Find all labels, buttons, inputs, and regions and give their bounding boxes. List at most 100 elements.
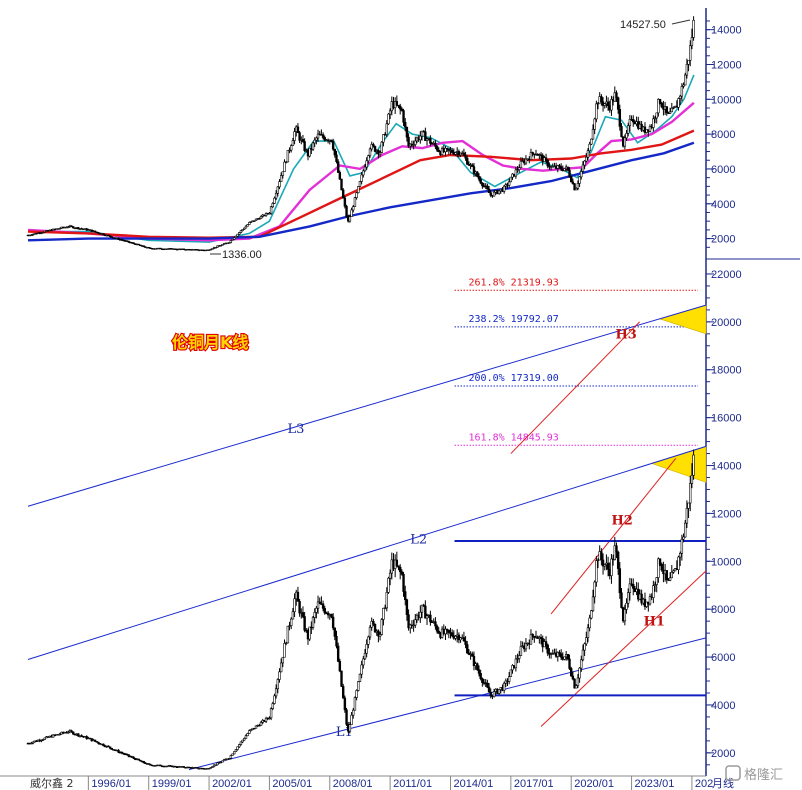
candle-body bbox=[273, 197, 276, 204]
candle-body bbox=[625, 133, 628, 139]
candle-body bbox=[616, 97, 620, 110]
candle-body bbox=[623, 609, 627, 622]
candle-body bbox=[246, 224, 249, 227]
candle-body bbox=[566, 654, 570, 660]
lower-y-tick-label: 22000 bbox=[711, 269, 742, 281]
candle-body bbox=[419, 611, 422, 618]
candle-body bbox=[352, 709, 355, 716]
period-label: 月线 bbox=[712, 776, 734, 790]
candle-body bbox=[353, 697, 357, 711]
candle-body bbox=[244, 225, 248, 229]
candle-body bbox=[414, 619, 417, 626]
candle-body bbox=[207, 768, 211, 770]
upper-y-tick-label: 2000 bbox=[711, 234, 735, 246]
candle-body bbox=[596, 102, 600, 105]
candle-body bbox=[632, 119, 635, 123]
candle-body bbox=[288, 625, 291, 627]
candle-body bbox=[544, 641, 548, 646]
candle-body bbox=[102, 233, 105, 236]
candle-body bbox=[580, 659, 583, 669]
candle-body bbox=[615, 92, 618, 99]
candle-body bbox=[248, 730, 251, 734]
candle-body bbox=[321, 134, 325, 138]
candle-body bbox=[336, 645, 340, 662]
candle-body bbox=[660, 563, 663, 571]
red-trend-label: H1 bbox=[644, 615, 665, 630]
candle-body bbox=[330, 613, 333, 618]
candle-body bbox=[571, 675, 575, 680]
candle-body bbox=[684, 522, 687, 538]
candle-body bbox=[546, 644, 549, 654]
candle-body bbox=[404, 121, 407, 128]
candle-body bbox=[516, 658, 519, 660]
candle-body bbox=[462, 637, 466, 642]
candle-body bbox=[293, 131, 296, 141]
candle-body bbox=[435, 625, 439, 632]
candle-body bbox=[117, 237, 120, 240]
candle-body bbox=[276, 679, 280, 690]
candle-body bbox=[370, 144, 373, 150]
channel-line bbox=[27, 304, 707, 507]
candle-body bbox=[239, 230, 243, 233]
candle-body bbox=[628, 583, 632, 593]
candle-body bbox=[311, 142, 315, 150]
candle-body bbox=[645, 601, 648, 607]
candle-body bbox=[481, 678, 484, 683]
candle-body bbox=[58, 228, 62, 230]
candle-body bbox=[31, 741, 35, 744]
candle-body bbox=[291, 140, 295, 146]
candle-body bbox=[459, 637, 462, 641]
candle-body bbox=[350, 209, 353, 217]
candle-body bbox=[271, 203, 274, 208]
lower-y-tick-label: 4000 bbox=[711, 700, 735, 712]
candle-body bbox=[284, 161, 288, 164]
candle-body bbox=[424, 605, 427, 619]
candle-body bbox=[278, 671, 281, 680]
candle-body bbox=[72, 731, 75, 735]
upper-y-tick-label: 4000 bbox=[711, 199, 735, 211]
candle-body bbox=[450, 632, 454, 637]
candle-body bbox=[214, 246, 217, 249]
candle-body bbox=[254, 725, 258, 729]
candle-body bbox=[358, 673, 362, 682]
candle-body bbox=[395, 559, 399, 567]
candle-body bbox=[509, 176, 513, 183]
candle-body bbox=[107, 745, 110, 748]
channel-line bbox=[188, 637, 707, 771]
candle-body bbox=[690, 37, 694, 47]
candle-body bbox=[348, 724, 352, 732]
lower-y-axis: 2000 4000 6000 8000 10000 12000 14000 16000 1800… bbox=[706, 269, 742, 766]
candle-body bbox=[563, 656, 566, 660]
candle-body bbox=[559, 166, 563, 170]
candle-body bbox=[479, 178, 482, 184]
candle-body bbox=[137, 243, 140, 246]
candle-body bbox=[422, 604, 425, 607]
candle-body bbox=[407, 136, 410, 147]
candle-body bbox=[590, 138, 593, 145]
candle-body bbox=[487, 188, 491, 194]
channel-line bbox=[27, 445, 707, 660]
candle-body bbox=[652, 585, 655, 598]
candle-body bbox=[372, 144, 375, 147]
candle-body bbox=[578, 667, 581, 679]
candle-body bbox=[249, 221, 253, 223]
candle-body bbox=[274, 192, 278, 199]
candle-body bbox=[519, 160, 523, 168]
candle-body bbox=[670, 107, 673, 113]
upper-y-tick-label: 10000 bbox=[711, 94, 742, 106]
candle-body bbox=[58, 733, 62, 736]
candle-body bbox=[632, 583, 635, 589]
candle-body bbox=[268, 717, 271, 719]
candle-body bbox=[504, 680, 508, 684]
candle-body bbox=[378, 634, 382, 637]
candle-body bbox=[279, 662, 283, 673]
candle-body bbox=[568, 169, 571, 178]
candle-body bbox=[576, 183, 580, 189]
candle-body bbox=[127, 240, 130, 243]
candle-body bbox=[682, 536, 685, 540]
candle-body bbox=[331, 141, 335, 150]
candle-body bbox=[558, 652, 561, 655]
candle-body bbox=[142, 245, 145, 248]
fibonacci-level-label: 238.2% 19792.07 bbox=[469, 314, 559, 325]
